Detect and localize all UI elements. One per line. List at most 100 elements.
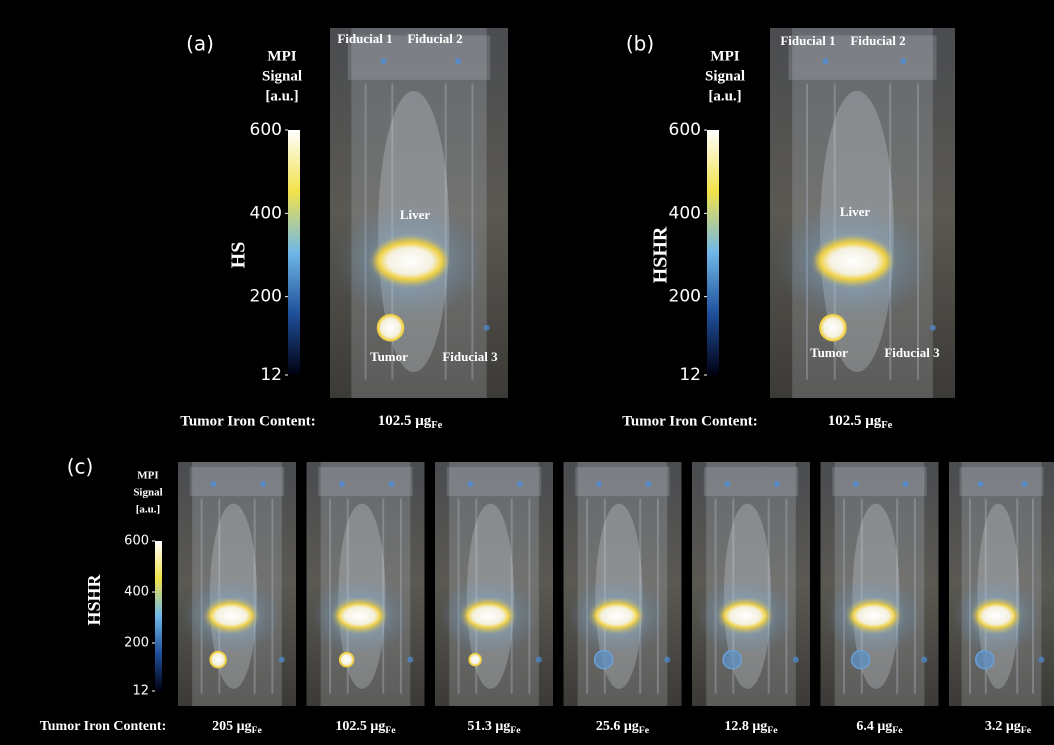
image-annotation: Liver <box>400 207 431 222</box>
mouse-image <box>178 462 296 706</box>
row-label: HS <box>228 242 250 269</box>
iron-value: 51.3 μg <box>467 719 510 734</box>
iron-unit-sub: Fe <box>881 420 892 431</box>
colorbar <box>707 130 719 375</box>
tumor-signal <box>469 654 481 666</box>
iron-value: 3.2 μg <box>985 719 1021 734</box>
colorbar-title: [a.u.] <box>136 504 160 516</box>
colorbar-tick-label: 12 <box>132 684 149 699</box>
tumor-signal <box>820 315 846 341</box>
fiducial-dot <box>484 325 490 331</box>
iron-value: 102.5 μg <box>378 413 432 429</box>
fiducial-dot <box>853 481 859 487</box>
fiducial-dot <box>536 657 542 663</box>
colorbar-title: MPI <box>137 470 158 482</box>
colorbar-title: Signal <box>262 68 302 84</box>
tumor-signal <box>378 315 404 341</box>
fiducial-dot <box>455 58 461 64</box>
tumor-signal <box>340 653 354 667</box>
colorbar <box>288 130 300 375</box>
iron-unit-sub: Fe <box>1021 725 1032 736</box>
colorbar <box>155 541 162 691</box>
fiducial-dot <box>1022 481 1028 487</box>
iron-value: 102.5 μg <box>828 413 882 429</box>
row-label: HSHR <box>84 573 104 625</box>
fiducial-dot <box>260 481 266 487</box>
iron-unit-sub: Fe <box>431 420 442 431</box>
colorbar-title: Signal <box>705 68 745 84</box>
image-annotation: Liver <box>840 204 871 219</box>
fiducial-dot <box>1038 657 1044 663</box>
image-annotation: Fiducial 1 <box>337 31 392 46</box>
fiducial-dot <box>279 657 285 663</box>
liver-signal <box>820 243 887 280</box>
holder-top <box>960 467 1044 496</box>
colorbar-title: [a.u.] <box>265 88 298 104</box>
iron-caption: Tumor Iron Content: <box>622 413 758 429</box>
fiducial-dot <box>517 481 523 487</box>
iron-caption: Tumor Iron Content: <box>40 719 167 734</box>
fiducial-dot <box>664 657 670 663</box>
panel-label: (b) <box>626 32 654 56</box>
colorbar-tick-label: 200 <box>250 287 282 307</box>
fiducial-dot <box>407 657 413 663</box>
liver-signal <box>338 604 380 628</box>
mouse-image <box>564 462 682 706</box>
panel-label: (c) <box>67 455 94 479</box>
colorbar-tick-label: 400 <box>250 203 282 223</box>
iron-caption: Tumor Iron Content: <box>180 413 316 429</box>
tumor-signal <box>852 651 870 669</box>
holder-top <box>832 467 926 496</box>
image-annotation: Fiducial 3 <box>442 349 498 364</box>
fiducial-dot <box>339 481 345 487</box>
colorbar-title: MPI <box>267 48 296 64</box>
holder-top <box>704 467 798 496</box>
figure: (a)MPISignal[a.u.]60040020012HSFiducial … <box>0 0 1054 745</box>
liver-signal <box>977 604 1015 628</box>
holder-top <box>575 467 669 496</box>
mouse-image <box>821 462 939 706</box>
tumor-signal <box>595 651 613 669</box>
iron-value: 25.6 μg <box>596 719 639 734</box>
image-annotation: Fiducial 1 <box>780 33 835 48</box>
fiducial-dot <box>467 481 473 487</box>
liver-signal <box>595 604 637 628</box>
image-annotation: Fiducial 3 <box>884 345 940 360</box>
mouse-image <box>949 462 1054 706</box>
holder-top <box>190 467 284 496</box>
iron-value: 6.4 μg <box>856 719 892 734</box>
iron-unit-sub: Fe <box>510 725 521 736</box>
colorbar-tick-label: 12 <box>260 365 282 385</box>
tumor-signal <box>976 651 994 669</box>
image-annotation: Fiducial 2 <box>407 31 462 46</box>
iron-value: 102.5 μg <box>335 719 385 734</box>
image-annotation: Fiducial 2 <box>850 33 905 48</box>
colorbar-tick-label: 200 <box>124 636 149 651</box>
holder-top <box>447 467 541 496</box>
fiducial-dot <box>724 481 730 487</box>
fiducial-dot <box>823 58 829 64</box>
iron-unit-sub: Fe <box>385 725 396 736</box>
fiducial-dot <box>380 58 386 64</box>
fiducial-dot <box>210 481 216 487</box>
colorbar-title: [a.u.] <box>708 88 741 104</box>
liver-signal <box>210 604 252 628</box>
fiducial-dot <box>930 325 936 331</box>
iron-unit-sub: Fe <box>767 725 778 736</box>
colorbar-tick-label: 400 <box>669 203 701 223</box>
liver-signal <box>724 604 766 628</box>
tumor-signal <box>723 651 741 669</box>
mouse-image <box>435 462 553 706</box>
mouse-image <box>307 462 425 706</box>
liver-signal <box>852 604 894 628</box>
fiducial-dot <box>902 481 908 487</box>
iron-value: 205 μg <box>212 719 251 734</box>
colorbar-tick-label: 600 <box>669 120 701 140</box>
colorbar-tick-label: 200 <box>669 287 701 307</box>
colorbar-title: Signal <box>133 487 162 499</box>
fiducial-dot <box>774 481 780 487</box>
iron-value: 12.8 μg <box>724 719 767 734</box>
mouse-image <box>692 462 810 706</box>
colorbar-tick-label: 600 <box>250 120 282 140</box>
colorbar-tick-label: 400 <box>124 585 149 600</box>
